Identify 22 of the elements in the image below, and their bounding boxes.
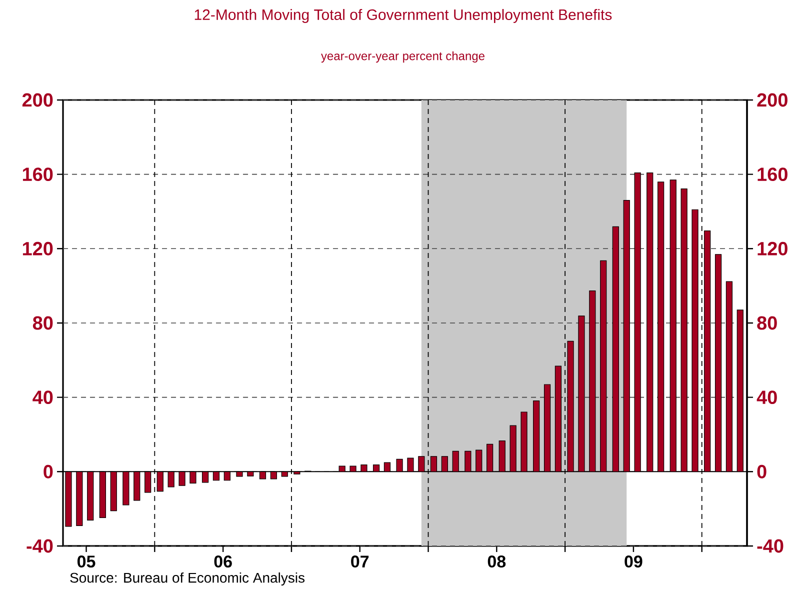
x-tick-label: 08 bbox=[488, 556, 506, 568]
y2-tick-label: 200 bbox=[757, 93, 788, 107]
y-tick-label: 160 bbox=[22, 168, 53, 182]
x-tick-label: 06 bbox=[214, 556, 232, 568]
y-tick-label: 0 bbox=[44, 464, 53, 478]
y-tick-label: 80 bbox=[32, 316, 53, 330]
chart-title: 12-Month Moving Total of Government Unemployment Benefits bbox=[194, 8, 612, 23]
y-tick-label: -40 bbox=[26, 539, 53, 553]
y2-tick-label: 0 bbox=[757, 464, 766, 478]
source-note: Source: Bureau of Economic Analysis bbox=[70, 572, 305, 586]
y2-tick-label: 80 bbox=[757, 316, 777, 330]
y2-tick-label: -40 bbox=[757, 539, 784, 553]
y2-tick-label: 160 bbox=[758, 168, 788, 182]
chart-subtitle: year-over-year percent change bbox=[320, 51, 484, 63]
y-tick-label: 120 bbox=[22, 242, 53, 256]
y-tick-label: 40 bbox=[32, 390, 53, 404]
y-tick-label: 200 bbox=[22, 93, 53, 107]
y2-tick-label: 40 bbox=[756, 390, 777, 404]
y2-tick-label: 120 bbox=[758, 242, 788, 256]
x-tick-label: 05 bbox=[77, 556, 96, 568]
x-tick-label: 07 bbox=[351, 556, 369, 568]
x-tick-label: 09 bbox=[624, 556, 642, 568]
